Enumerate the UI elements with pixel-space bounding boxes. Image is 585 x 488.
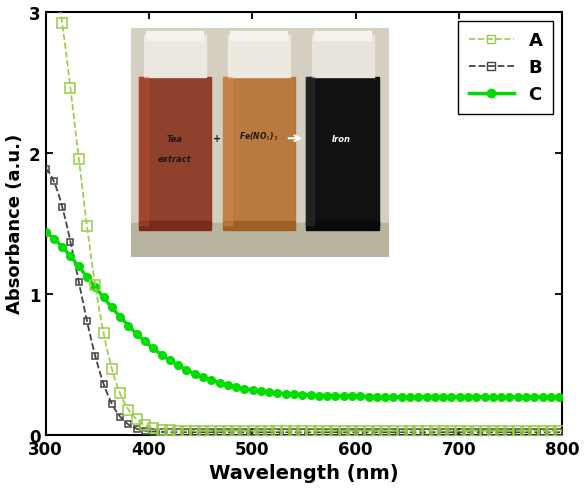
X-axis label: Wavelength (nm): Wavelength (nm) — [209, 464, 399, 483]
Y-axis label: Absorbance (a.u.): Absorbance (a.u.) — [5, 134, 23, 314]
Legend: A, B, C: A, B, C — [458, 21, 553, 115]
